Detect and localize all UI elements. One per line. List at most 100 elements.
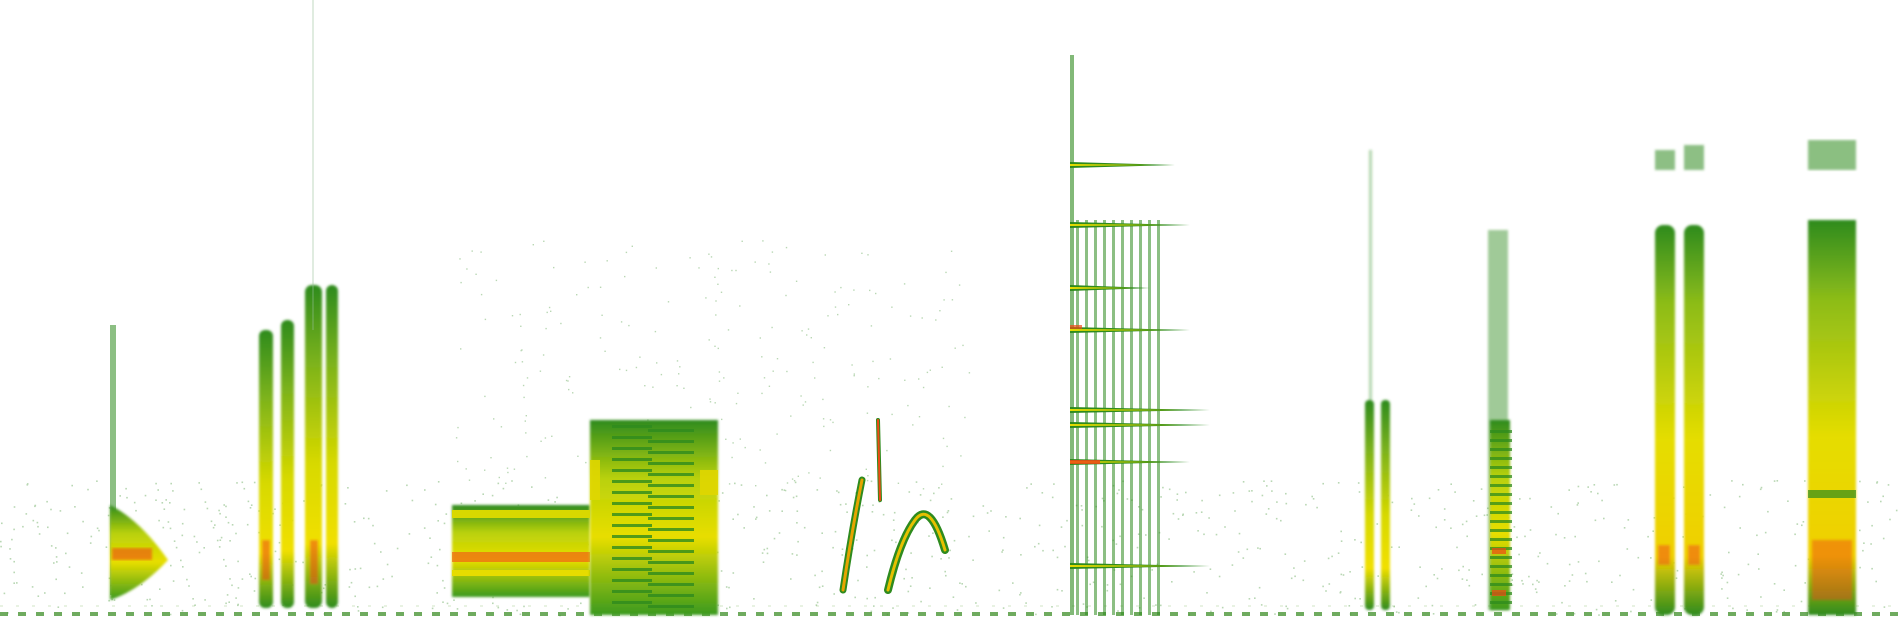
speckle-dot [1305,503,1307,506]
speckle-dot [1267,508,1270,510]
speckle-dot [1783,589,1785,591]
speckle-dot [1431,604,1434,607]
speckle-dot [723,377,725,379]
speckle-dot [220,536,223,539]
speckle-dot [516,609,518,612]
speckle-dot [625,369,628,372]
speckle-dot [493,418,495,420]
speckle-dot [932,532,934,534]
call-4-bar [612,568,652,571]
speckle-dot [1201,499,1203,502]
speckle-dot [1576,504,1579,506]
speckle-dot [34,505,36,508]
speckle-dot [584,261,586,263]
speckle-dot [761,552,764,554]
speckle-dot [1486,514,1488,516]
speckle-dot [875,292,877,295]
speckle-dot [1603,517,1605,520]
speckle-dot [862,504,864,507]
speckle-dot [1056,588,1059,591]
speckle-dot [1682,536,1684,538]
speckle-dot [443,522,446,525]
call-4-bar [612,436,652,439]
speckle-dot [382,578,385,580]
speckle-dot [144,494,147,497]
speckle-dot [755,516,758,519]
speckle-dot [851,364,853,366]
speckle-dot [169,527,172,530]
speckle-dot [1390,546,1393,548]
speckle-dot [1182,514,1184,516]
speckle-dot [519,313,521,316]
speckle-dot [423,527,426,529]
speckle-dot [845,503,847,505]
call-6-harmonic-core [1070,287,1134,289]
speckle-dot [66,532,69,535]
speckle-dot [1550,506,1553,508]
call-4-bar [648,583,694,586]
speckle-dot [1155,604,1157,606]
speckle-dot [753,506,755,508]
speckle-dot [1425,585,1427,588]
speckle-dot [1052,549,1054,552]
speckle-dot [223,558,225,561]
speckle-dot [908,491,911,493]
speckle-dot [241,578,244,580]
speckle-dot [1737,573,1740,576]
speckle-dot [1398,611,1400,614]
speckle-dot [442,601,444,603]
speckle-dot [193,535,196,538]
speckle-dot [1598,614,1600,616]
speckle-dot [1349,571,1351,573]
speckle-dot [525,415,527,417]
speckle-dot [1760,486,1763,489]
speckle-dot [424,489,426,491]
speckle-dot [737,513,739,516]
speckle-dot [429,537,431,539]
speckle-dot [926,371,929,374]
speckle-dot [372,524,374,527]
speckle-dot [795,495,798,498]
speckle-dot [1294,575,1296,578]
speckle-dot [568,376,571,378]
speckle-dot [909,585,912,587]
speckle-dot [1413,503,1416,505]
speckle-dot [497,606,500,609]
speckle-dot [1060,526,1063,528]
call-4-bar [648,440,694,443]
speckle-dot [892,519,895,521]
speckle-dot [1286,607,1289,610]
speckle-dot [539,370,542,372]
speckle-dot [1538,581,1540,583]
speckle-dot [547,499,550,501]
speckle-dot [16,582,18,584]
speckle-dot [406,484,408,487]
speckle-dot [1619,574,1621,577]
speckle-dot [1242,557,1245,559]
speckle-dot [411,499,414,502]
call-6-harmonic-core [1070,224,1166,226]
speckle-dot [1238,532,1241,535]
speckle-dot [169,502,171,504]
speckle-dot [521,361,524,363]
speckle-dot [1458,569,1460,572]
speckle-dot [708,339,710,341]
speckle-dot [437,481,440,483]
speckle-dot [524,420,526,422]
speckle-dot [1571,574,1574,576]
speckle-dot [804,401,807,403]
call-4-bar [648,451,694,454]
call-6-stripe [1112,220,1115,615]
speckle-dot [1193,571,1195,573]
call-4-bar [612,590,652,593]
speckle-dot [1598,560,1600,563]
speckle-dot [1882,537,1885,540]
speckle-dot [323,613,326,615]
speckle-dot [96,527,99,530]
speckle-dot [1800,600,1803,603]
call-4-bar [648,473,694,476]
speckle-dot [386,563,389,566]
speckle-dot [1311,495,1313,498]
speckle-dot [940,558,942,560]
speckle-dot [74,506,76,508]
